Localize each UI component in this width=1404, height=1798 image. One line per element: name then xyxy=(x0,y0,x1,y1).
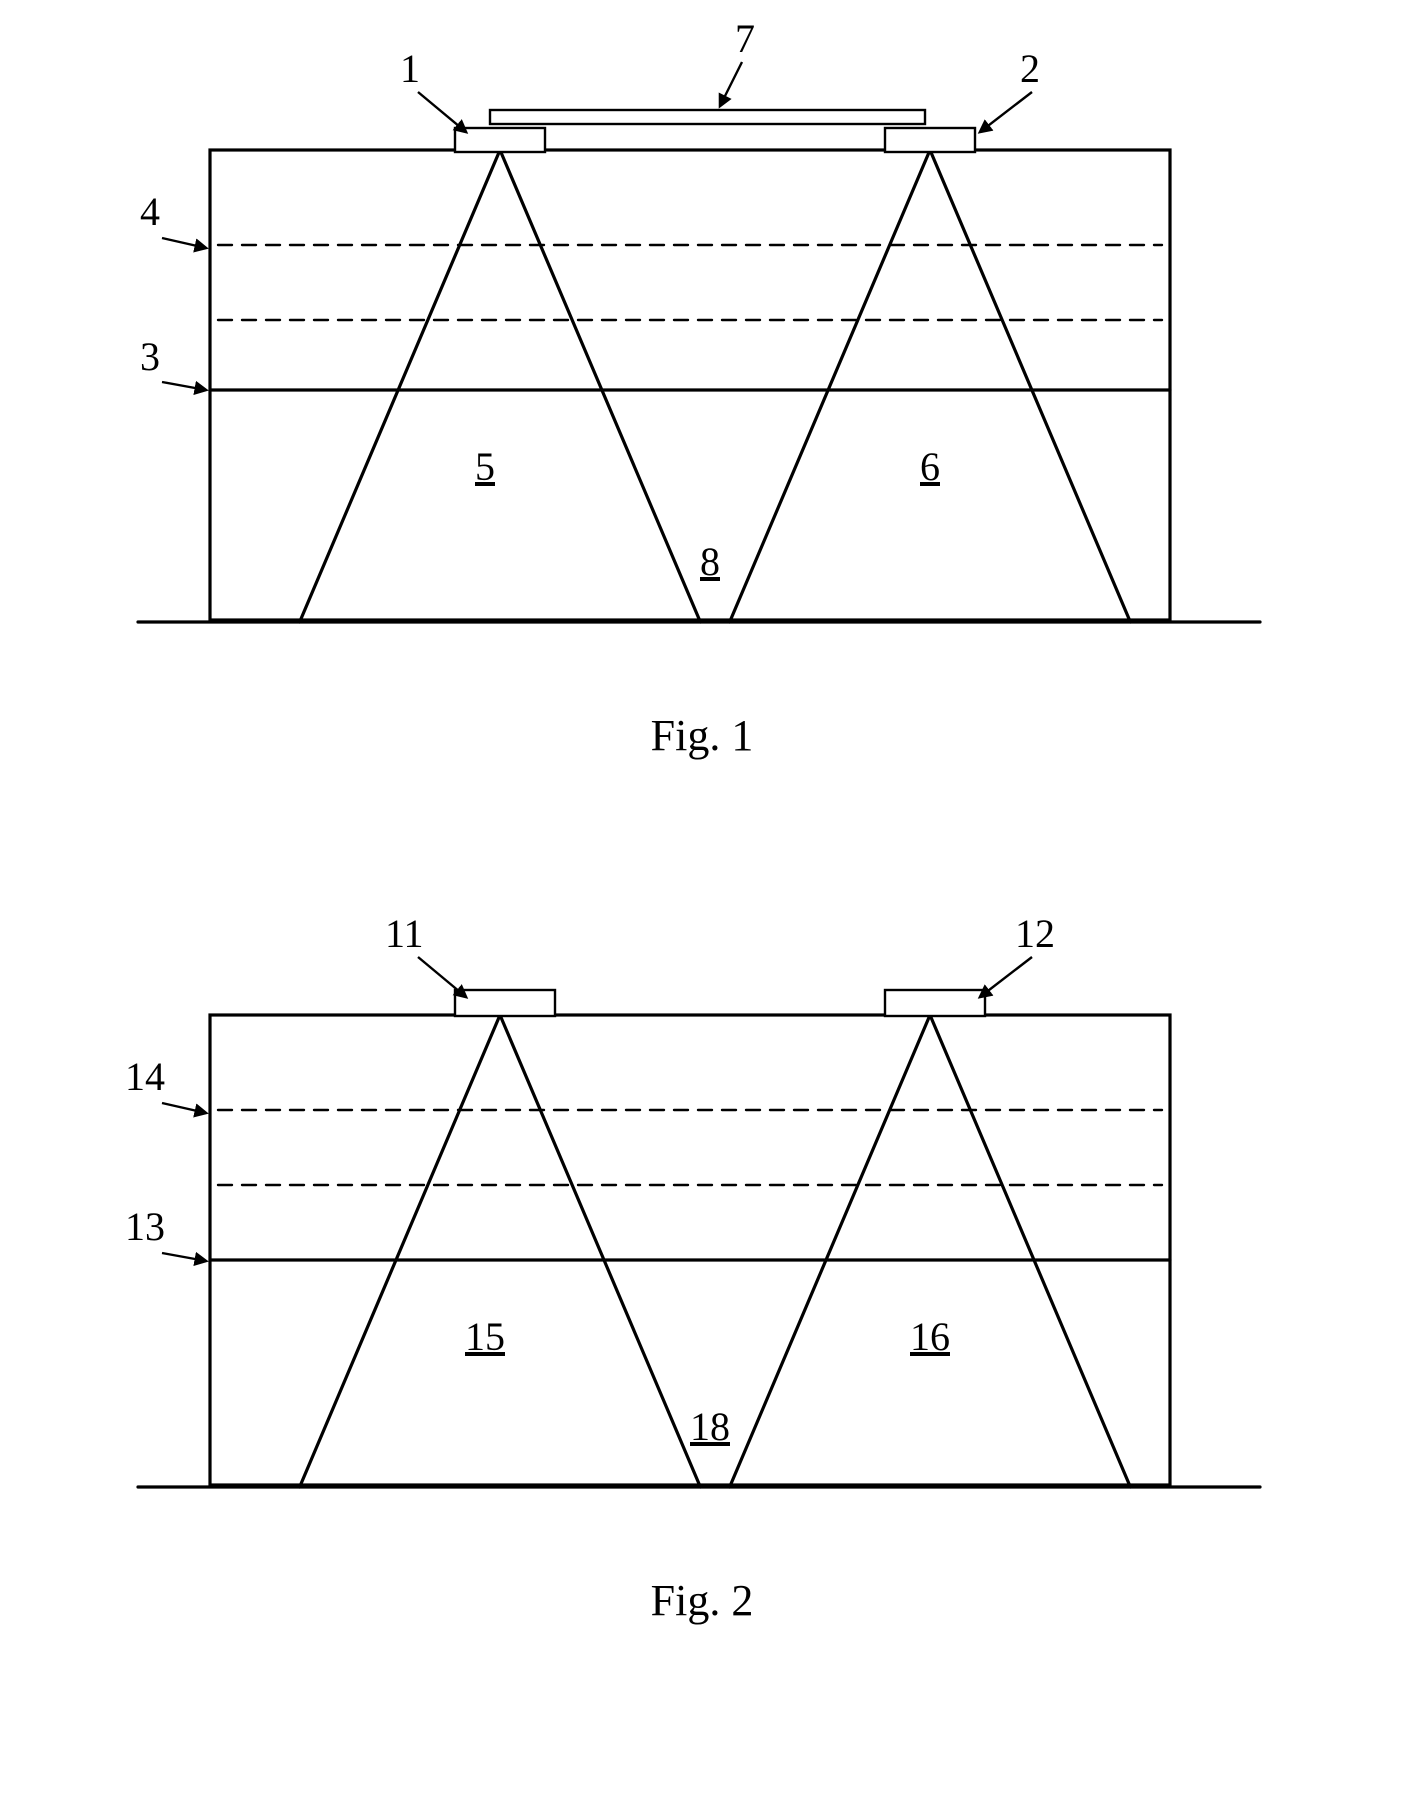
figure-caption: Fig. 2 xyxy=(651,1576,754,1625)
sensor-rect xyxy=(455,990,555,1016)
sensor-rect xyxy=(455,128,545,152)
ref-label-3: 3 xyxy=(140,334,160,379)
connector-bar xyxy=(490,110,925,124)
ref-label-15: 15 xyxy=(465,1314,505,1359)
ref-label-14: 14 xyxy=(125,1054,165,1099)
beam-edge xyxy=(730,150,930,622)
beam-edge xyxy=(930,150,1130,622)
ref-label-12: 12 xyxy=(1015,911,1055,956)
ref-label-2: 2 xyxy=(1020,46,1040,91)
ref-label-16: 16 xyxy=(910,1314,950,1359)
figure-caption: Fig. 1 xyxy=(651,711,754,760)
ref-label-4: 4 xyxy=(140,189,160,234)
ref-label-13: 13 xyxy=(125,1204,165,1249)
fig2: 11 12 14 13 15 16 18 xyxy=(125,911,1260,1487)
beam-edge xyxy=(730,1015,930,1487)
beam-edge xyxy=(930,1015,1130,1487)
diagram-stage: 12743568Fig. 111121413151618Fig. 2 xyxy=(0,0,1404,1798)
ref-label-5: 5 xyxy=(475,444,495,489)
ref-label-1: 1 xyxy=(400,46,420,91)
ref-label-8: 8 xyxy=(700,539,720,584)
fig1: 1 2 7 4 3 5 6 8 xyxy=(138,16,1260,622)
sensor-rect xyxy=(885,128,975,152)
sensor-rect xyxy=(885,990,985,1016)
beam-edge xyxy=(500,1015,700,1487)
container-rect xyxy=(210,150,1170,620)
beam-edge xyxy=(300,1015,500,1487)
ref-label-18: 18 xyxy=(690,1404,730,1449)
ref-label-7: 7 xyxy=(735,16,755,61)
beam-edge xyxy=(500,150,700,622)
ref-label-6: 6 xyxy=(920,444,940,489)
beam-edge xyxy=(300,150,500,622)
ref-label-11: 11 xyxy=(385,911,424,956)
